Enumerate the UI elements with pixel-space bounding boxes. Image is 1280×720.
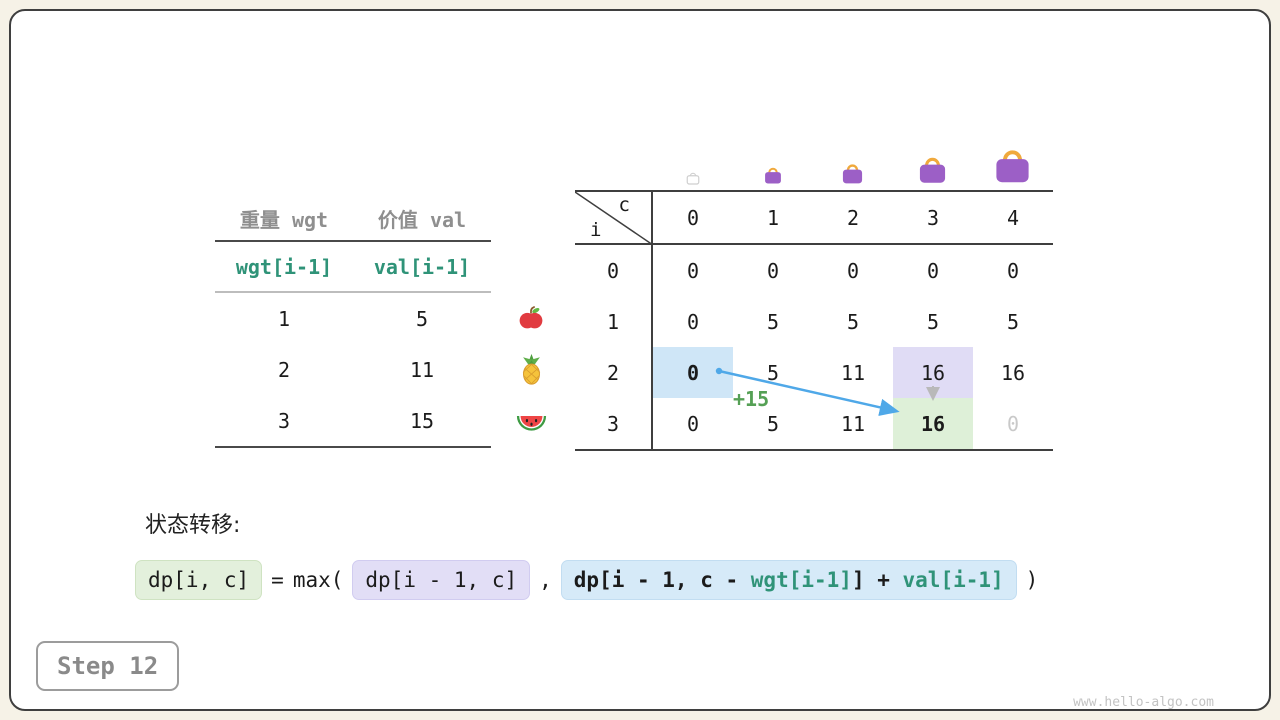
- dp-cell-0-3: 0: [926, 258, 940, 283]
- close-paren: ): [1025, 568, 1039, 592]
- item-weight: 1: [277, 306, 291, 331]
- item-table-header-row: 重量 wgt 价值 val: [215, 196, 491, 242]
- dp-col-header-4: 4: [1006, 205, 1020, 230]
- dp-cell-1-0: 0: [686, 309, 700, 334]
- pineapple-icon: [518, 353, 545, 389]
- item-value: 5: [415, 306, 429, 331]
- dp-cell-2-0-source-highlight: 0: [653, 347, 733, 398]
- apple-icon: [517, 304, 545, 336]
- dp-row-2: 2 0 5 11 16 16: [575, 347, 1053, 398]
- arg2-mid: ] +: [851, 568, 903, 592]
- dp-col-header-0: 0: [686, 205, 700, 230]
- item-weight: 2: [277, 357, 291, 382]
- dp-cell-0-4: 0: [1006, 258, 1020, 283]
- dp-row-0: 0 0 0 0 0 0: [575, 245, 1053, 296]
- state-transition-heading: 状态转移:: [145, 513, 241, 538]
- dp-cell-0-0: 0: [686, 258, 700, 283]
- formula-arg-keep: dp[i - 1, c]: [352, 560, 531, 600]
- step-badge: Step 12: [36, 641, 180, 691]
- value-add-annotation: +15: [733, 387, 770, 411]
- dp-cell-3-3-current-highlight: 16: [893, 398, 973, 449]
- bag-medium-icon: [839, 160, 866, 189]
- capacity-var-label: c: [618, 194, 630, 216]
- dp-cell-2-2: 11: [840, 360, 866, 385]
- item-table: 重量 wgt 价值 val wgt[i-1] val[i-1] 1 5 2 11…: [215, 196, 491, 448]
- dp-table: c i 0 1 2 3 4 0 0 0 0 0 0 1 0 5 5 5 5 2 …: [575, 190, 1053, 451]
- dp-cell-1-2: 5: [846, 309, 860, 334]
- item-row-3: 3 15: [215, 395, 491, 446]
- formula-lhs: dp[i, c]: [135, 560, 263, 600]
- dp-header-row: c i 0 1 2 3 4: [575, 192, 1053, 245]
- dp-cell-1-1: 5: [766, 309, 780, 334]
- dp-col-header-1: 1: [766, 205, 780, 230]
- dp-cell-3-2: 11: [840, 411, 866, 436]
- max-open: max(: [292, 568, 344, 592]
- arg2-wgt-term: wgt[i-1]: [750, 568, 852, 592]
- item-value: 15: [409, 408, 435, 433]
- bag-small-icon: [762, 164, 784, 189]
- item-row-2: 2 11: [215, 344, 491, 395]
- item-var-label: i: [590, 219, 602, 241]
- comma: ,: [539, 568, 552, 592]
- transition-formula: dp[i, c] = max( dp[i - 1, c] , dp[i - 1,…: [135, 560, 1038, 600]
- item-table-symbol-row: wgt[i-1] val[i-1]: [215, 242, 491, 293]
- dp-corner-cell: c i: [575, 192, 653, 245]
- watermark: www.hello-algo.com: [1073, 695, 1214, 710]
- arg2-val-term: val[i-1]: [902, 568, 1004, 592]
- empty-bag-icon: [685, 170, 701, 189]
- equals-sign: =: [271, 568, 284, 592]
- formula-arg-take: dp[i - 1, c - wgt[i-1]] + val[i-1]: [560, 560, 1017, 600]
- dp-cell-3-0: 0: [686, 411, 700, 436]
- dp-cell-2-3-prev-highlight: 16: [893, 347, 973, 398]
- dp-row-header-0: 0: [575, 245, 653, 296]
- dp-row-1: 1 0 5 5 5 5: [575, 296, 1053, 347]
- item-value: 11: [409, 357, 435, 382]
- bag-large-icon: [915, 152, 950, 189]
- dp-cell-3-4-pending: 0: [1006, 411, 1020, 436]
- watermelon-icon: [516, 410, 547, 437]
- dp-col-header-2: 2: [846, 205, 860, 230]
- corner-diagonal-line: [575, 192, 653, 245]
- dp-cell-2-4: 16: [1000, 360, 1026, 385]
- dp-row-header-2: 2: [575, 347, 653, 398]
- bag-xlarge-icon: [990, 143, 1035, 189]
- arg2-prefix: dp[i - 1, c -: [573, 568, 751, 592]
- value-column-header: 价值 val: [377, 207, 467, 232]
- dp-cell-0-2: 0: [846, 258, 860, 283]
- weight-column-header: 重量 wgt: [239, 207, 329, 232]
- dp-cell-3-1: 5: [766, 411, 780, 436]
- item-weight: 3: [277, 408, 291, 433]
- dp-cell-1-4: 5: [1006, 309, 1020, 334]
- dp-cell-1-3: 5: [926, 309, 940, 334]
- wgt-symbol: wgt[i-1]: [235, 254, 333, 279]
- val-symbol: val[i-1]: [373, 254, 471, 279]
- dp-col-header-3: 3: [926, 205, 940, 230]
- dp-row-header-3: 3: [575, 398, 653, 449]
- dp-row-header-1: 1: [575, 296, 653, 347]
- item-row-1: 1 5: [215, 293, 491, 344]
- dp-row-3: 3 0 5 11 16 0: [575, 398, 1053, 449]
- dp-cell-0-1: 0: [766, 258, 780, 283]
